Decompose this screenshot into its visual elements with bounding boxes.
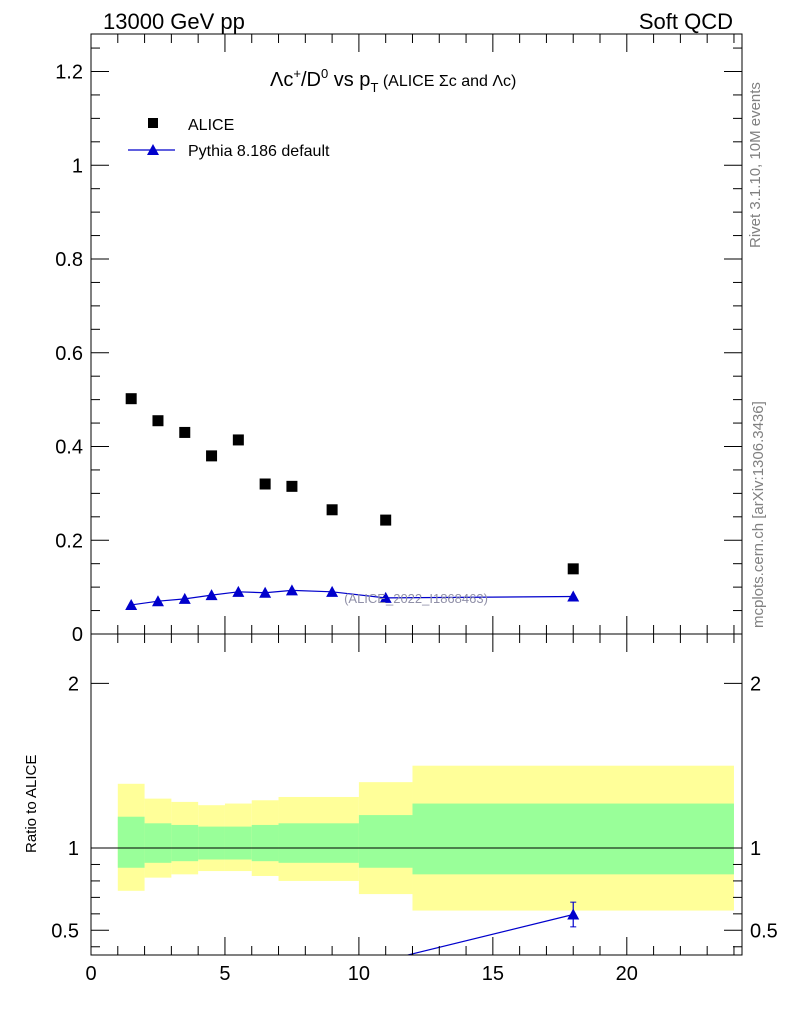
ratio-band-inner	[412, 803, 734, 875]
main-y-tick-label: 1.2	[55, 62, 83, 84]
ratio-series-line	[405, 913, 574, 955]
x-tick-label: 5	[219, 963, 230, 985]
x-tick-label: 15	[482, 963, 504, 985]
ratio-y-tick-label-right: 2	[750, 673, 761, 695]
main-y-tick-label: 0.6	[55, 343, 83, 365]
plot-title: Λc+/D0 vs pT (ALICE Σc and Λc)	[270, 66, 516, 95]
pythia-point	[125, 598, 138, 610]
legend-label-alice: ALICE	[188, 117, 234, 134]
header-left-label: 13000 GeV pp	[103, 9, 245, 34]
ratio-band-inner	[171, 824, 199, 862]
alice-point	[152, 415, 164, 427]
header-right-label: Soft QCD	[639, 9, 733, 34]
ratio-y-tick-label-left: 1	[68, 838, 79, 860]
pythia-point	[151, 595, 164, 607]
alice-point	[380, 514, 392, 526]
ratio-band-inner	[251, 824, 279, 862]
pythia-point	[567, 590, 580, 602]
alice-point	[567, 563, 579, 575]
alice-point	[179, 426, 191, 438]
pythia-point	[326, 585, 339, 597]
ratio-band-inner	[224, 826, 252, 860]
ratio-y-tick-label-right: 1	[750, 838, 761, 860]
main-y-tick-label: 0.4	[55, 437, 83, 459]
ratio-band-inner	[144, 823, 172, 863]
ratio-y-tick-label-left: 2	[68, 673, 79, 695]
main-series	[125, 393, 580, 610]
ratio-band-inner	[278, 823, 359, 863]
legend: ALICE Pythia 8.186 default	[128, 117, 330, 160]
alice-point	[232, 434, 244, 446]
ratio-y-tick-label-right: 0.5	[750, 920, 778, 942]
main-plot-panel: 0 0.2 0.4 0.6 0.8 1 1.2	[55, 33, 743, 646]
ratio-point	[385, 954, 387, 955]
legend-label-pythia: Pythia 8.186 default	[188, 143, 330, 160]
ratio-plot-panel: 0 5 10 15 200.5 0.51 12 2	[51, 34, 778, 985]
x-tick-label: 20	[616, 963, 638, 985]
x-axis: 0 5 10 15 20	[85, 34, 735, 985]
ratio-y-axis: 0.5 0.5 1 1 2 2	[51, 673, 778, 948]
ratio-ylabel: Ratio to ALICE	[23, 755, 40, 853]
pythia-point	[379, 591, 392, 603]
analysis-watermark: (ALICE_2022_I1868463)	[344, 591, 488, 606]
alice-point	[259, 478, 271, 490]
ratio-frame	[90, 633, 743, 956]
alice-point	[286, 480, 298, 492]
alice-point	[125, 393, 137, 405]
main-y-tick-label: 0	[72, 624, 83, 646]
ratio-bands	[117, 765, 734, 911]
main-y-tick-label: 0.2	[55, 530, 83, 552]
legend-marker-pythia	[147, 144, 159, 155]
main-y-axis: 0 0.2 0.4 0.6 0.8 1 1.2	[55, 47, 742, 646]
alice-point	[326, 504, 338, 516]
pythia-line	[131, 589, 574, 606]
pythia-point	[232, 585, 245, 597]
ratio-y-tick-label-left: 0.5	[51, 920, 79, 942]
legend-marker-alice	[148, 118, 158, 128]
ratio-band-inner	[358, 815, 413, 868]
x-tick-label: 0	[85, 963, 96, 985]
ratio-point	[567, 908, 580, 920]
ratio-band-inner	[117, 816, 145, 868]
main-y-tick-label: 1	[72, 155, 83, 177]
ratio-series	[382, 901, 580, 955]
pythia-point	[285, 584, 298, 596]
pythia-point	[259, 586, 272, 598]
main-y-tick-label: 0.8	[55, 249, 83, 271]
x-tick-label: 10	[348, 963, 370, 985]
alice-point	[206, 450, 218, 462]
rivet-version-label: Rivet 3.1.10, 10M events	[747, 82, 764, 248]
pythia-point	[205, 589, 218, 601]
pythia-point	[178, 592, 191, 604]
mcplots-label: mcplots.cern.ch [arXiv:1306.3436]	[750, 401, 767, 628]
ratio-band-inner	[198, 826, 225, 860]
